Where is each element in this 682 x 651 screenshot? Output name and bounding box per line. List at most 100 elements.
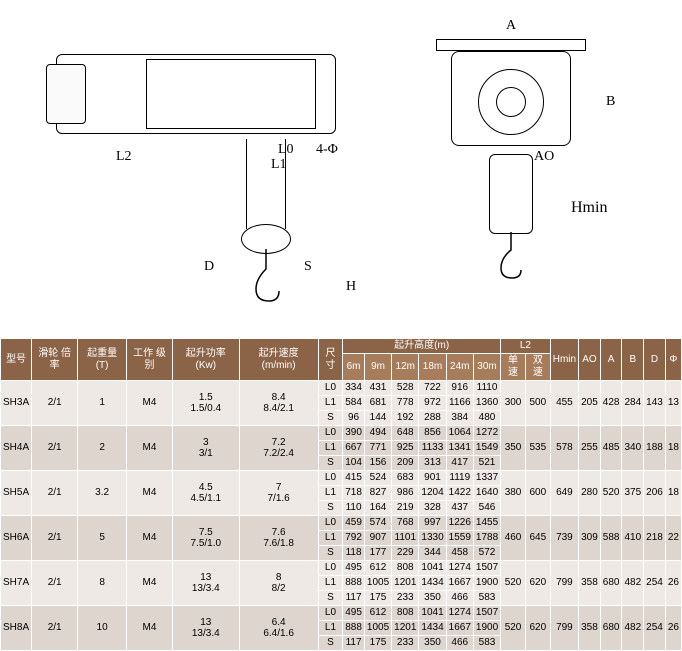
cell: 7.57.5/1.0 — [173, 516, 239, 561]
cell: 458 — [446, 546, 473, 561]
cell: 1640 — [473, 486, 500, 501]
th-18m: 18m — [419, 354, 446, 381]
cell-dim: L0 — [318, 561, 342, 576]
cell-dim: L0 — [318, 381, 342, 396]
hoist-side-view: L2 L0 L1 4-Φ D S H — [46, 14, 386, 324]
cell: 1 — [78, 381, 127, 426]
cell: 600 — [525, 471, 550, 516]
cell: 206 — [644, 471, 666, 516]
cell: 8.48.4/2.1 — [239, 381, 318, 426]
label-b: B — [606, 94, 615, 110]
cell: 417 — [446, 456, 473, 471]
th-a: A — [600, 339, 622, 381]
cell: 175 — [364, 591, 391, 606]
cell: 1201 — [392, 621, 419, 636]
cell: 495 — [343, 606, 365, 621]
cell-dim: L1 — [318, 396, 342, 411]
th-l2: L2 — [501, 339, 551, 354]
cell: 300 — [501, 381, 526, 426]
cell: 799 — [550, 606, 578, 651]
cell: 520 — [501, 606, 526, 651]
cell: 808 — [392, 561, 419, 576]
cell: 1507 — [473, 561, 500, 576]
cell: 22 — [665, 516, 681, 561]
cell: 1274 — [446, 561, 473, 576]
cell-dim: L0 — [318, 471, 342, 486]
th-24m: 24m — [446, 354, 473, 381]
cell: 925 — [392, 441, 419, 456]
cell: 390 — [343, 426, 365, 441]
cell: 1422 — [446, 486, 473, 501]
cell: 218 — [644, 516, 666, 561]
cell: 205 — [579, 381, 601, 426]
cell: 26 — [665, 561, 681, 606]
cell: 739 — [550, 516, 578, 561]
cell: 255 — [579, 426, 601, 471]
table-row: SH4A2/12M433/17.27.2/2.4L039049464885610… — [1, 426, 682, 441]
cell: 177 — [364, 546, 391, 561]
cell: 888 — [343, 576, 365, 591]
th-12m: 12m — [392, 354, 419, 381]
cell: 1041 — [419, 606, 446, 621]
cell-dim: L1 — [318, 621, 342, 636]
th-d: D — [644, 339, 666, 381]
cell: 284 — [622, 381, 644, 426]
cell: 192 — [392, 411, 419, 426]
cell: 500 — [525, 381, 550, 426]
cell: 578 — [550, 426, 578, 471]
cell: 521 — [473, 456, 500, 471]
cell: 907 — [364, 531, 391, 546]
cell: 7.67.6/1.8 — [239, 516, 318, 561]
cell: 588 — [600, 516, 622, 561]
cell: M4 — [126, 606, 172, 651]
cell: 1041 — [419, 561, 446, 576]
cell: 1434 — [419, 576, 446, 591]
cell-dim: L0 — [318, 606, 342, 621]
cell: 466 — [446, 591, 473, 606]
cell: 574 — [364, 516, 391, 531]
cell: 1360 — [473, 396, 500, 411]
cell: 18 — [665, 471, 681, 516]
cell: 229 — [392, 546, 419, 561]
cell: 209 — [392, 456, 419, 471]
cell: 620 — [525, 561, 550, 606]
cell: 219 — [392, 501, 419, 516]
th-class: 工作 级别 — [126, 339, 172, 381]
cell: 1226 — [446, 516, 473, 531]
cell: 1272 — [473, 426, 500, 441]
cell: 328 — [419, 501, 446, 516]
cell: SH8A — [1, 606, 32, 651]
th-model: 型号 — [1, 339, 32, 381]
cell: 175 — [364, 636, 391, 651]
cell: 350 — [501, 426, 526, 471]
cell: 1201 — [392, 576, 419, 591]
th-30m: 30m — [473, 354, 500, 381]
label-d: D — [204, 259, 214, 275]
cell: 683 — [392, 471, 419, 486]
label-ao: AO — [534, 149, 554, 165]
cell: 2/1 — [32, 381, 78, 426]
cell: 827 — [364, 486, 391, 501]
cell: 280 — [579, 471, 601, 516]
label-l2: L2 — [116, 149, 132, 165]
cell: M4 — [126, 516, 172, 561]
cell: 309 — [579, 516, 601, 561]
cell: 233 — [392, 591, 419, 606]
cell: 340 — [622, 426, 644, 471]
th-phi: Φ — [665, 339, 681, 381]
table-body: SH3A2/11M41.51.5/0.48.48.4/2.1L033443152… — [1, 381, 682, 651]
cell: 33/1 — [173, 426, 239, 471]
cell: SH3A — [1, 381, 32, 426]
cell: 1166 — [446, 396, 473, 411]
cell: SH7A — [1, 561, 32, 606]
cell: 1204 — [419, 486, 446, 501]
cell: 972 — [419, 396, 446, 411]
cell: 334 — [343, 381, 365, 396]
label-l0: L0 — [278, 142, 294, 158]
cell: 482 — [622, 561, 644, 606]
cell: 1667 — [446, 621, 473, 636]
cell: SH5A — [1, 471, 32, 516]
cell: 88/2 — [239, 561, 318, 606]
cell: 77/1.6 — [239, 471, 318, 516]
cell: 722 — [419, 381, 446, 396]
